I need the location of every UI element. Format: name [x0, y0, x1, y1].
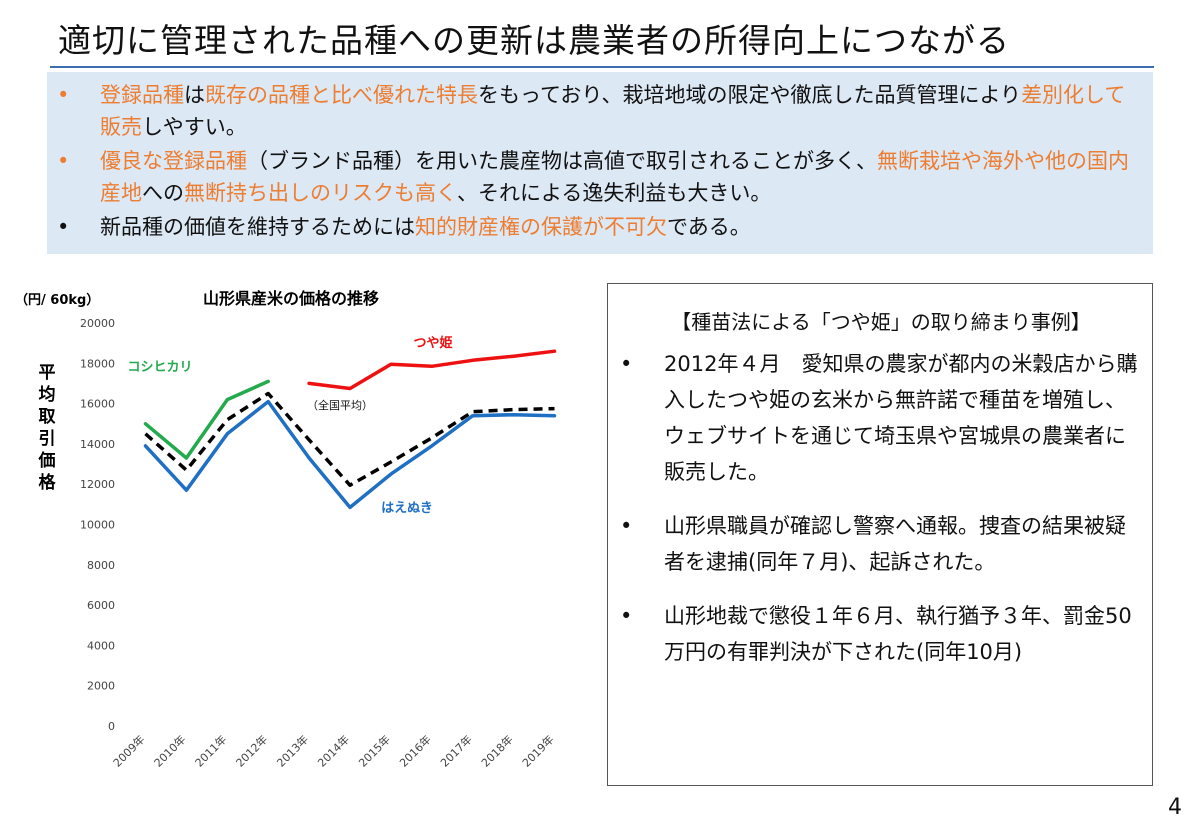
y-axis-label-char: 均 [39, 384, 56, 405]
body-text: 新品種の価値を維持するためには [100, 215, 415, 239]
bullet-dot: • [57, 83, 70, 107]
body-text: （ブランド品種）を用いた農産物は高値で取引されることが多く、 [247, 149, 877, 173]
body-text: しやすい。 [142, 115, 247, 139]
y-axis-label-char: 格 [39, 472, 57, 493]
series-name-label: コシヒカリ [127, 360, 192, 375]
x-tick-label: 2012年 [233, 732, 270, 769]
x-tick-label: 2011年 [192, 732, 229, 769]
body-text: は [184, 83, 205, 107]
body-text: 、それによる逸失利益も大きい。 [457, 181, 772, 205]
summary-bullet-text: 登録品種は既存の品種と比べ優れた特長をもっており、栽培地域の限定や徹底した品質管… [100, 79, 1140, 143]
summary-bullet-text: 新品種の価値を維持するためには知的財産権の保護が不可欠である。 [100, 211, 1140, 243]
case-bullet-text: 山形県職員が確認し警察へ通報。捜査の結果被疑者を逮捕(同年７月)、起訴された。 [664, 514, 1126, 574]
bullet-dot: • [57, 215, 70, 239]
x-tick-label: 2014年 [315, 732, 352, 769]
highlight-text: 無断栽培や海外や他の国内産地 [100, 149, 1129, 205]
x-tick-label: 2017年 [437, 732, 474, 769]
body-text: をもっており、栽培地域の限定や徹底した品質管理により [478, 83, 1022, 107]
series-line [307, 349, 557, 391]
y-axis-ticks: 0 2000 4000 6000 8000 10000 12000 14000 16000 180… [80, 317, 115, 733]
bullet-dot: • [620, 514, 633, 538]
highlight-text: 無断持ち出しのリスクも高く [184, 181, 457, 205]
case-study-title: 【種苗法による「つや姫」の取り締まり事例】 [671, 310, 1091, 334]
highlight-text: 優良な登録品種 [100, 149, 247, 173]
page-number: 4 [1168, 795, 1182, 820]
body-text: への [142, 181, 184, 205]
case-bullet-text: 山形地裁で懲役１年６月、執行猶予３年、罰金50万円の有罪判決が下された(同年10… [664, 604, 1132, 664]
y-tick-label: 8000 [87, 559, 115, 572]
y-tick-label: 0 [108, 720, 115, 733]
y-tick-label: 14000 [80, 438, 115, 451]
series-name-label: （全国平均） [307, 398, 373, 412]
x-tick-label: 2018年 [478, 732, 515, 769]
y-tick-label: 16000 [80, 398, 115, 411]
y-axis-label-char: 取 [39, 407, 56, 427]
x-tick-label: 2015年 [356, 732, 393, 769]
series-labels: コシヒカリ つや姫 （全国平均） はえぬき [127, 335, 452, 516]
series-line [143, 379, 270, 460]
y-axis-label-char: 引 [39, 429, 56, 449]
chart-unit-label: （円/ 60kg） [15, 292, 99, 308]
highlight-text: 差別化して販売 [100, 83, 1126, 139]
y-axis-label-char: 価 [38, 450, 56, 471]
x-tick-label: 2019年 [519, 732, 556, 769]
case-bullet-text: 2012年４月 愛知県の農家が都内の米穀店から購入したつや姫の玄米から無許諾で種… [664, 352, 1138, 484]
y-tick-label: 12000 [80, 478, 115, 491]
y-tick-label: 2000 [87, 680, 115, 693]
highlight-text: 知的財産権の保護が不可欠 [415, 215, 667, 239]
y-axis-label-char: 平 [39, 363, 56, 383]
highlight-text: 登録品種 [100, 83, 184, 107]
summary-bullet-text: 優良な登録品種（ブランド品種）を用いた農産物は高値で取引されることが多く、無断栽… [100, 145, 1140, 209]
x-tick-label: 2016年 [396, 732, 433, 769]
series-name-label: はえぬき [381, 501, 433, 516]
x-axis-ticks: 2009年 2010年 2011年 2012年 2013年 2014年 2015年 2016年… [110, 732, 557, 769]
y-tick-label: 6000 [87, 599, 115, 612]
y-tick-label: 18000 [80, 357, 115, 370]
series-lines [143, 349, 557, 510]
bullet-dot: • [620, 604, 633, 628]
summary-panel: • 登録品種は既存の品種と比べ優れた特長をもっており、栽培地域の限定や徹底した品… [47, 72, 1153, 254]
x-tick-label: 2009年 [110, 732, 147, 769]
series-name-label: つや姫 [413, 335, 452, 351]
y-tick-label: 20000 [80, 317, 115, 330]
chart-title: 山形県産米の価格の推移 [203, 289, 379, 308]
y-tick-label: 10000 [80, 519, 115, 532]
x-tick-label: 2010年 [151, 732, 188, 769]
series-line [143, 399, 557, 510]
y-tick-label: 4000 [87, 639, 115, 652]
slide-title: 適切に管理された品種への更新は農業者の所得向上につながる [58, 21, 1010, 60]
highlight-text: 既存の品種と比べ優れた特長 [205, 83, 478, 107]
body-text: である。 [667, 215, 751, 239]
bullet-dot: • [620, 352, 633, 376]
case-study-box: 【種苗法による「つや姫」の取り締まり事例】 • 2012年４月 愛知県の農家が都… [607, 283, 1153, 786]
series-line [144, 391, 555, 487]
bullet-dot: • [57, 149, 70, 173]
title-divider [50, 66, 1154, 68]
x-tick-label: 2013年 [274, 732, 311, 769]
